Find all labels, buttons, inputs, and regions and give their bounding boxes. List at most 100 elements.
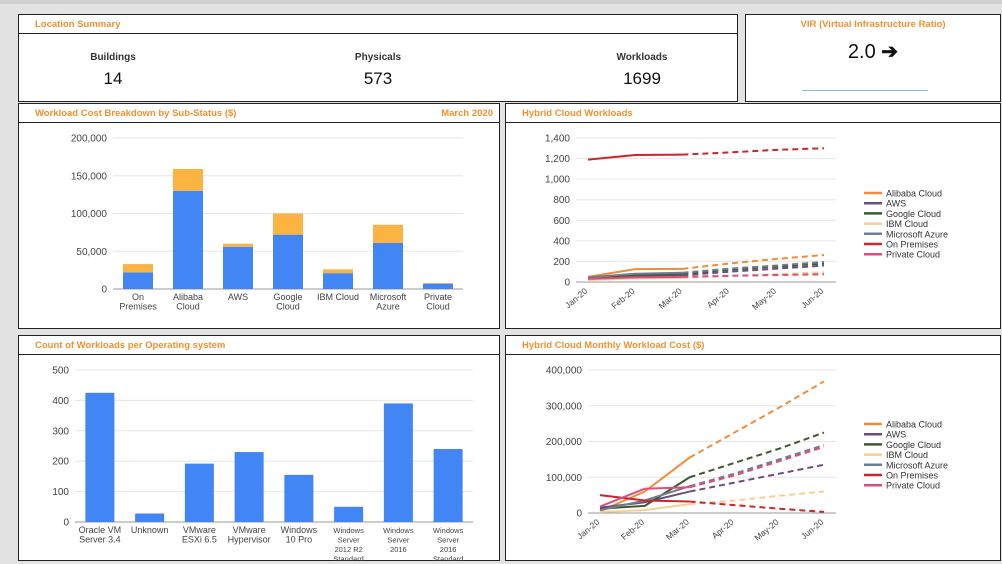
series-line-forecast (682, 264, 825, 277)
arrow-right-icon: ➔ (881, 41, 899, 63)
series-line-actual (599, 503, 690, 513)
series-line-forecast (689, 490, 825, 506)
vir-value: 2.0 (847, 41, 876, 63)
bar (123, 264, 153, 273)
bar (323, 273, 353, 289)
series-line-actual (599, 490, 690, 509)
bar (184, 463, 214, 522)
bar (273, 234, 303, 289)
bar (383, 403, 413, 522)
bar (173, 168, 203, 191)
x-tick-label: AWS (228, 292, 248, 302)
series-line-actual (587, 275, 683, 280)
y-tick-label: 0 (576, 509, 582, 520)
vir-sparkline (802, 90, 928, 91)
bar (373, 242, 403, 289)
bar (273, 213, 303, 235)
series-line-actual (587, 272, 683, 280)
x-tick-label: VMware (183, 525, 216, 535)
x-tick-label: Standard (333, 555, 363, 562)
x-tick-label: Server (338, 536, 361, 545)
os-count-title: Count of Workloads per Operating system (35, 340, 226, 351)
x-tick-label: Windows (281, 525, 318, 535)
legend-label: Microsoft Azure (886, 229, 948, 239)
bar (85, 392, 115, 522)
bar (423, 283, 453, 289)
y-tick-label: 100,000 (546, 473, 583, 484)
legend-label: Google Cloud (886, 440, 941, 450)
x-tick-label: VMware (233, 525, 266, 535)
bar (433, 449, 463, 522)
x-tick-label: Windows (433, 526, 464, 535)
y-tick-label: 500 (52, 366, 69, 377)
series-line-forecast (689, 380, 825, 459)
x-tick-label: 2016 (390, 545, 407, 554)
y-tick-label: 400 (553, 236, 570, 247)
x-tick-label: Jun-20 (799, 517, 826, 542)
y-tick-label: 200 (553, 257, 570, 268)
panel-divider (506, 122, 1000, 123)
y-tick-label: 0 (101, 285, 107, 296)
legend-label: Google Cloud (886, 209, 941, 219)
x-tick-label: ESXi 6.5 (182, 535, 217, 545)
bar (223, 243, 253, 247)
x-tick-label: Windows (383, 526, 414, 535)
hybrid-workloads-panel: Hybrid Cloud Workloads 0 200 400 600 800 1,00… (505, 103, 1001, 329)
x-tick-label: Hypervisor (228, 535, 271, 545)
series-line-actual (599, 494, 690, 503)
series-line-forecast (682, 254, 825, 270)
x-tick-label: 10 Pro (286, 535, 313, 545)
x-tick-label: Apr-20 (705, 286, 731, 310)
cost-breakdown-panel: Workload Cost Breakdown by Sub-Status ($… (18, 103, 500, 329)
y-tick-label: 300,000 (546, 401, 583, 412)
series-line-actual (599, 456, 691, 513)
vir-value-row: 2.0 ➔ (746, 39, 1000, 64)
bar (284, 474, 314, 522)
workloads-label: Workloads (616, 52, 668, 63)
x-tick-label: Jan-20 (563, 286, 590, 311)
legend-label: Private Cloud (886, 481, 940, 491)
vir-title: VIR (Virtual Infrastructure Ratio) (800, 19, 946, 30)
y-tick-label: 200,000 (546, 437, 583, 448)
physicals-value: 573 (363, 69, 393, 88)
x-tick-label: Cloud (176, 302, 200, 312)
y-tick-label: 50,000 (76, 247, 107, 258)
x-tick-label: 2012 R2 (334, 545, 362, 554)
x-tick-label: Server (387, 536, 410, 545)
series-line-forecast (689, 431, 825, 479)
x-tick-label: May-20 (752, 517, 780, 543)
buildings-value: 14 (103, 69, 123, 88)
bar (323, 269, 353, 274)
location-summary-panel: Location Summary Buildings 14 Physicals … (18, 14, 738, 102)
physicals-label: Physicals (354, 52, 402, 63)
series-line-forecast (682, 273, 825, 278)
panel-divider (19, 122, 499, 123)
buildings-label: Buildings (90, 52, 136, 63)
x-tick-label: Server 3.4 (79, 535, 121, 545)
bar (334, 506, 364, 522)
legend-label: On Premises (886, 240, 939, 250)
x-tick-label: Google (273, 292, 302, 302)
hybrid-cost-chart: 0 100,000 200,000 300,000 400,000 Jan-20 Feb-2… (546, 366, 948, 543)
series-line-actual (587, 267, 683, 278)
y-tick-label: 600 (553, 216, 570, 227)
x-tick-label: Unknown (131, 525, 169, 535)
x-tick-label: Feb-20 (609, 286, 636, 311)
series-line-forecast (689, 444, 825, 488)
vir-panel: VIR (Virtual Infrastructure Ratio) 2.0 ➔ (745, 14, 1001, 102)
panel-divider (19, 33, 737, 34)
panel-divider (19, 354, 499, 355)
x-tick-label: On (132, 292, 144, 302)
x-tick-label: Jan-20 (575, 517, 602, 542)
x-tick-label: 2016 (440, 545, 457, 554)
series-line-forecast (682, 262, 825, 275)
x-tick-label: Private (424, 292, 452, 302)
y-tick-label: 0 (564, 278, 570, 289)
cost-breakdown-title: Workload Cost Breakdown by Sub-Status ($… (35, 108, 237, 119)
bar (173, 190, 203, 289)
x-tick-label: Mar-20 (664, 517, 691, 542)
hybrid-cost-panel: Hybrid Cloud Monthly Workload Cost ($) 0… (505, 335, 1001, 561)
legend-label: IBM Cloud (886, 219, 928, 229)
y-tick-label: 150,000 (71, 171, 108, 182)
